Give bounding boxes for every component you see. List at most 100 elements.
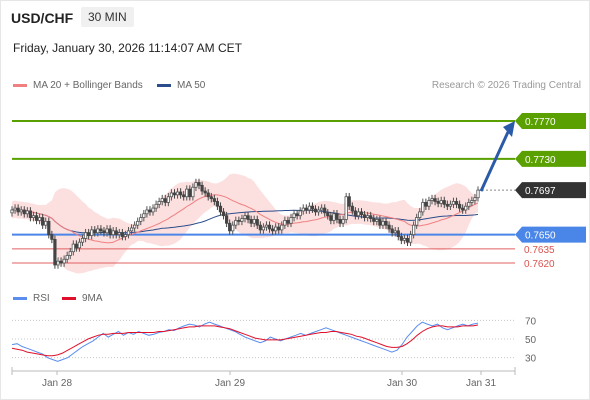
candle-body — [123, 234, 128, 237]
legend-swatch-9ma — [62, 297, 76, 300]
candle-body — [418, 211, 422, 218]
candle-body — [267, 224, 272, 230]
candle-body — [111, 230, 115, 236]
candle-body — [179, 191, 183, 196]
candle-body — [62, 258, 66, 264]
candle-body — [19, 209, 23, 213]
candle-body — [212, 198, 216, 202]
candle-body — [295, 213, 299, 217]
legend-label-rsi: RSI — [33, 293, 50, 304]
level-label-0.7620: 0.7620 — [524, 259, 555, 270]
candle-body — [25, 210, 29, 215]
candles — [10, 178, 480, 269]
candle-body — [310, 205, 315, 210]
candle-body — [102, 230, 106, 234]
candle-body — [439, 200, 443, 204]
rsi-tick-30: 30 — [525, 354, 537, 365]
candle-body — [338, 219, 342, 224]
legend-label-bollinger: MA 20 + Bollinger Bands — [33, 80, 143, 91]
candle-body — [90, 229, 94, 236]
candle-body — [393, 230, 397, 234]
legend-ma50: MA 50 — [157, 80, 205, 91]
level-label-0.7635: 0.7635 — [524, 245, 555, 256]
forecast-arrow-head — [503, 120, 515, 137]
candle-body — [200, 184, 204, 192]
candle-body — [467, 202, 471, 207]
candle-body — [191, 186, 195, 198]
bollinger-band-area — [12, 173, 478, 274]
candle-body — [218, 205, 223, 213]
candle-body — [215, 201, 220, 207]
candle-body — [157, 201, 161, 205]
candle-body — [402, 238, 407, 241]
legend-9ma: 9MA — [62, 293, 103, 304]
candle-body — [188, 188, 192, 198]
candle-body — [445, 203, 449, 207]
candle-body — [249, 219, 253, 224]
candle-body — [50, 234, 54, 240]
candle-body — [136, 220, 140, 226]
candle-body — [329, 215, 333, 221]
candle-body — [163, 198, 167, 203]
candle-body — [350, 205, 354, 212]
candle-body — [237, 220, 241, 222]
candle-body — [264, 224, 269, 228]
x-tick-label: Jan 30 — [387, 378, 417, 389]
candle-body — [442, 200, 446, 205]
candle-body — [433, 198, 437, 202]
candle-body — [326, 212, 330, 217]
candle-body — [133, 224, 137, 229]
candle-body — [335, 213, 339, 220]
candle-body — [151, 207, 155, 213]
legend-swatch-bollinger — [13, 84, 27, 87]
candle-body — [126, 230, 131, 236]
candle-body — [114, 230, 118, 236]
candle-body — [252, 219, 256, 224]
candle-body — [430, 198, 434, 201]
candle-body — [160, 198, 164, 202]
candle-body — [34, 215, 39, 221]
candle-body — [231, 224, 235, 232]
level-tag-bg — [515, 182, 586, 199]
candle-body — [369, 215, 373, 219]
legend-rsi: RSI — [13, 293, 50, 304]
candle-body — [436, 201, 440, 204]
rsi-tick-70: 70 — [525, 316, 537, 327]
candle-body — [172, 192, 177, 196]
candle-body — [476, 189, 480, 199]
legend-label-9ma: 9MA — [82, 293, 103, 304]
x-tick-label: Jan 31 — [466, 378, 496, 389]
candle-body — [87, 232, 91, 236]
candle-body — [99, 228, 103, 232]
candle-body — [289, 217, 293, 224]
candle-body — [145, 209, 149, 215]
candle-body — [154, 203, 158, 209]
candle-body — [59, 260, 63, 264]
candle-body — [473, 197, 477, 201]
candle-body — [22, 209, 26, 215]
candle-body — [258, 224, 262, 231]
candle-body — [347, 196, 351, 207]
timeframe-badge[interactable]: 30 MIN — [81, 7, 134, 27]
candle-body — [13, 207, 17, 211]
level-tag-0.7697: 0.7697 — [515, 182, 586, 199]
rsi-tick-50: 50 — [525, 335, 537, 346]
legend-swatch-rsi — [13, 297, 27, 300]
candle-body — [320, 207, 324, 211]
candle-body — [41, 217, 45, 226]
candle-body — [396, 230, 400, 237]
candle-body — [323, 207, 327, 214]
candle-body — [372, 218, 376, 222]
candle-body — [80, 238, 85, 243]
x-tick-label: Jan 28 — [42, 378, 72, 389]
candle-body — [313, 208, 318, 213]
candle-body — [384, 220, 388, 226]
candle-body — [203, 190, 207, 194]
candle-body — [65, 255, 69, 260]
candle-body — [280, 224, 284, 231]
candle-body — [378, 219, 382, 226]
level-tag-bg — [515, 112, 586, 129]
candle-body — [31, 215, 36, 218]
candle-body — [390, 228, 394, 234]
candle-body — [332, 213, 336, 221]
